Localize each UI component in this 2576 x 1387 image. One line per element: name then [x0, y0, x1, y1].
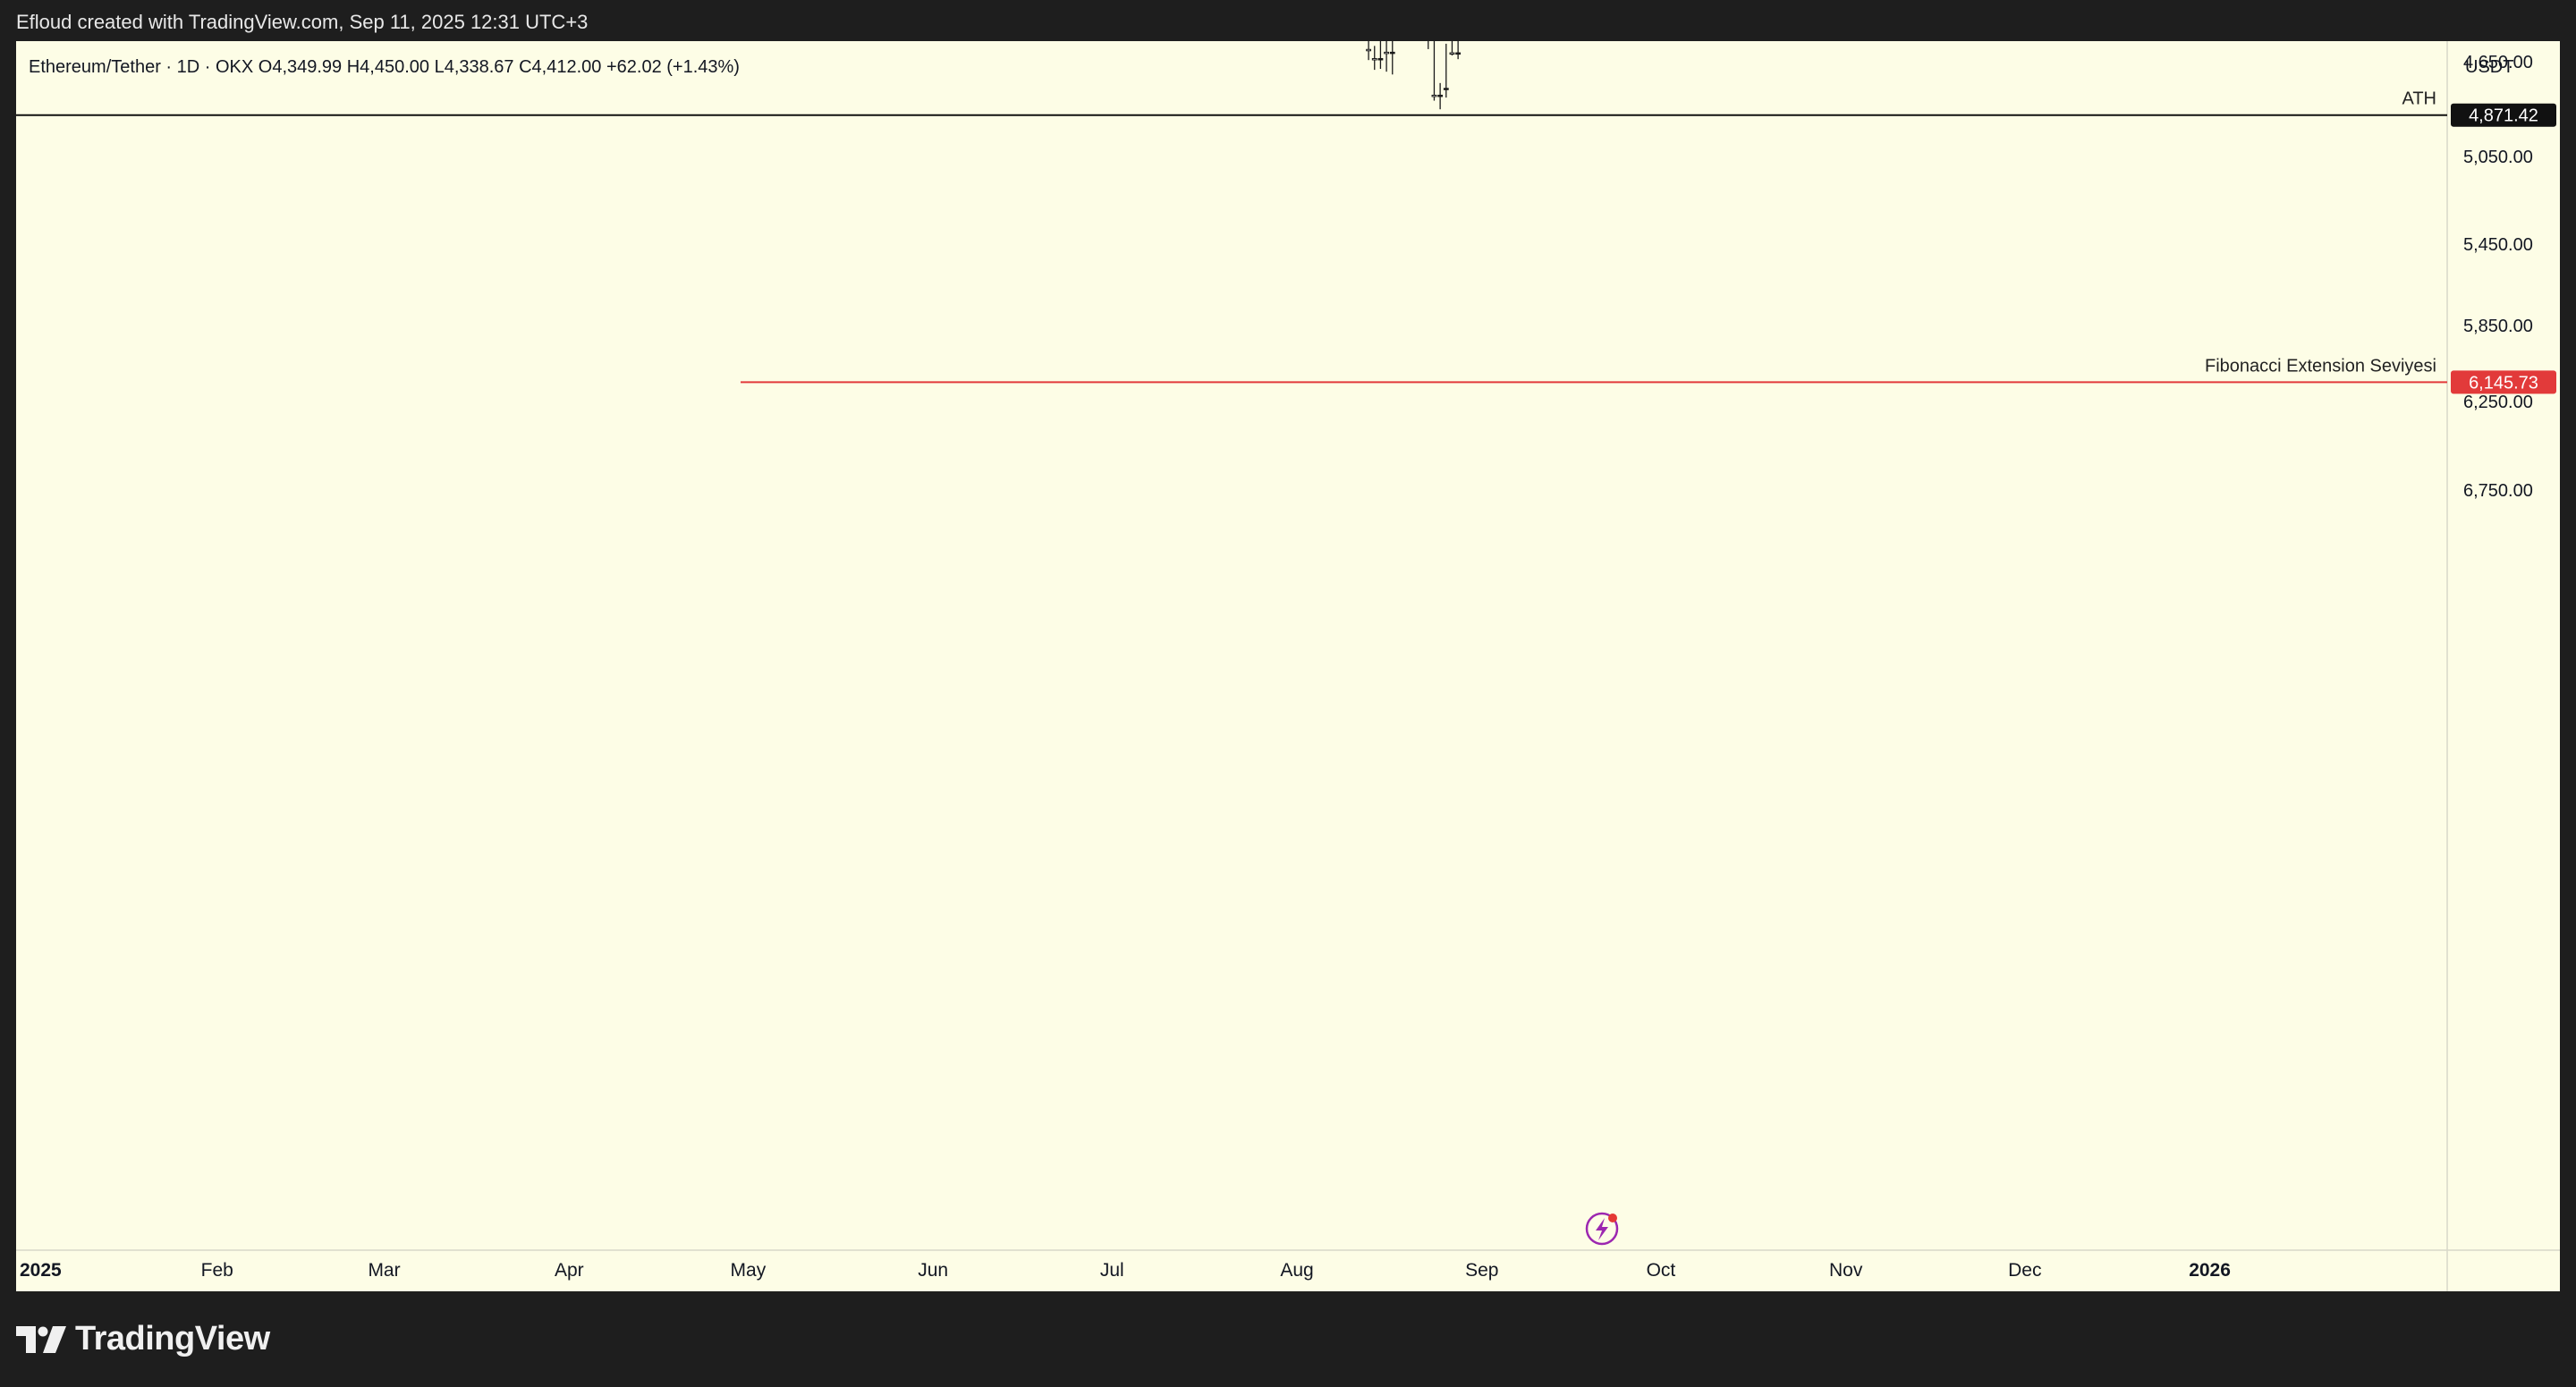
- price-tick-label: 5,050.00: [2463, 148, 2533, 167]
- notification-dot-icon: [1608, 1214, 1617, 1222]
- time-tick-label: Apr: [555, 1260, 584, 1281]
- time-tick-label: Dec: [2008, 1260, 2041, 1281]
- price-badge: [2451, 103, 2556, 127]
- candle-body: [1455, 52, 1462, 55]
- candle-body: [1377, 57, 1384, 61]
- price-tick-label: 4,650.00: [2463, 53, 2533, 72]
- candle-body: [1443, 88, 1449, 90]
- price-badge-label: 4,871.42: [2469, 106, 2538, 126]
- lightning-icon-bolt: [1596, 1218, 1608, 1240]
- currency-label: USDT: [2465, 57, 2513, 77]
- candle-body: [1389, 51, 1395, 55]
- time-tick-label: Jun: [918, 1260, 948, 1281]
- tradingview-logo[interactable]: TradingView: [16, 1320, 270, 1358]
- candle-body: [1431, 94, 1437, 97]
- time-tick-label: Sep: [1465, 1260, 1498, 1281]
- time-tick-label: Feb: [201, 1260, 233, 1281]
- time-tick-label: 2026: [2189, 1260, 2231, 1281]
- time-tick-label: May: [731, 1260, 767, 1281]
- chart-legend: Ethereum/Tether · 1D · OKX O4,349.99 H4,…: [29, 57, 740, 77]
- candle-body: [1371, 57, 1377, 61]
- candle-body: [1384, 51, 1389, 55]
- tradingview-logo-icon: [16, 1325, 66, 1353]
- chart-frame[interactable]: Major S/RFibonacci Extension SeviyesiATH…: [16, 41, 2560, 1291]
- time-tick-label: Nov: [1829, 1260, 1863, 1281]
- price-tick-label: 5,450.00: [2463, 235, 2533, 255]
- price-chart[interactable]: Major S/RFibonacci Extension SeviyesiATH…: [16, 41, 2560, 1291]
- plot-area[interactable]: [16, 41, 2447, 1250]
- price-badge: [2451, 370, 2556, 394]
- footer: TradingView: [0, 1291, 2576, 1387]
- time-tick-label: Oct: [1647, 1260, 1676, 1281]
- candle-body: [1366, 48, 1371, 52]
- candle-body: [1437, 94, 1444, 97]
- level-text: Fibonacci Extension Seviyesi: [2205, 356, 2436, 376]
- time-tick-label: 2025: [20, 1260, 62, 1281]
- header-bar: Efloud created with TradingView.com, Sep…: [0, 0, 2576, 41]
- header-title: Efloud created with TradingView.com, Sep…: [16, 11, 589, 33]
- level-text: ATH: [2402, 89, 2436, 109]
- candle-body: [1449, 52, 1455, 55]
- time-tick-label: Mar: [368, 1260, 400, 1281]
- price-badge-label: 6,145.73: [2469, 373, 2538, 393]
- tradingview-logo-text: TradingView: [75, 1320, 270, 1357]
- price-tick-label: 6,250.00: [2463, 393, 2533, 412]
- time-tick-label: Jul: [1100, 1260, 1124, 1281]
- time-tick-label: Aug: [1280, 1260, 1313, 1281]
- price-tick-label: 6,750.00: [2463, 481, 2533, 501]
- price-tick-label: 5,850.00: [2463, 317, 2533, 336]
